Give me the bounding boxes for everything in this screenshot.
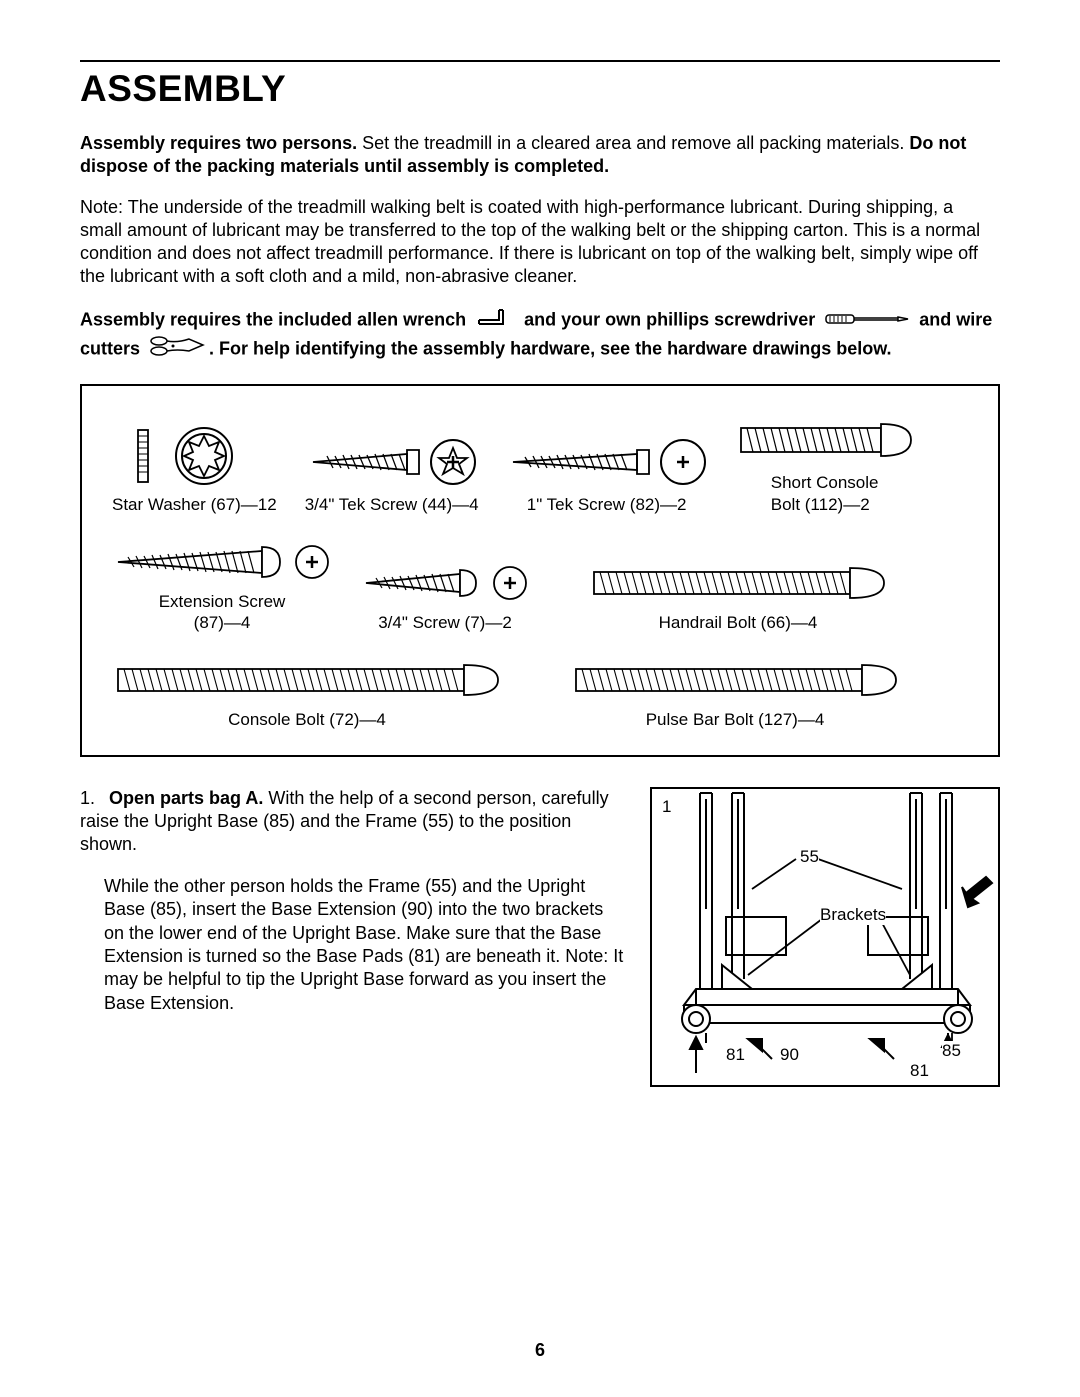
hw-label: Short Console Bolt (112)—2 — [771, 472, 879, 515]
step-1: 1. Open parts bag A. With the help of a … — [80, 787, 1000, 1087]
hardware-row-3: Console Bolt (72)—4 Pulse Bar Bolt (127)… — [112, 657, 968, 730]
fig-label-85: 85 — [942, 1041, 961, 1061]
hw-label: Pulse Bar Bolt (127)—4 — [646, 709, 825, 730]
hw-console-bolt: Console Bolt (72)—4 — [112, 657, 502, 730]
tools-seg2: and your own phillips screwdriver — [524, 309, 815, 329]
hw-label: Star Washer (67)—12 — [112, 494, 277, 515]
tools-paragraph: Assembly requires the included allen wre… — [80, 306, 1000, 364]
page: ASSEMBLY Assembly requires two persons. … — [0, 0, 1080, 1397]
fig-label-81b: 81 — [910, 1061, 929, 1081]
step-number: 1. — [80, 787, 104, 810]
hw-label: 1" Tek Screw (82)—2 — [527, 494, 687, 515]
tek-screw-1-icon — [507, 436, 707, 488]
step-1-text: 1. Open parts bag A. With the help of a … — [80, 787, 628, 1087]
step-1-figure: 1 55 Brackets 85 81 81 90 — [650, 787, 1000, 1087]
fig-label-90: 90 — [780, 1045, 799, 1065]
hw-tek-screw-34: 3/4" Tek Screw (44)—4 — [305, 436, 479, 515]
fig-label-55: 55 — [800, 847, 819, 867]
hw-tek-screw-1: 1" Tek Screw (82)—2 — [507, 436, 707, 515]
hw-pulse-bar-bolt: Pulse Bar Bolt (127)—4 — [570, 657, 900, 730]
hw-handrail-bolt: Handrail Bolt (66)—4 — [588, 560, 888, 633]
hardware-row-2: Extension Screw (87)—4 — [112, 539, 968, 634]
hw-screw-34: 3/4" Screw (7)—2 — [360, 560, 530, 633]
console-bolt-icon — [112, 657, 502, 703]
hw-short-console-bolt: Short Console Bolt (112)—2 — [735, 414, 915, 515]
hw-extension-screw: Extension Screw (87)—4 — [112, 539, 332, 634]
handrail-bolt-icon — [588, 560, 888, 606]
allen-wrench-icon — [475, 306, 515, 335]
hw-label: Extension Screw (87)—4 — [159, 591, 286, 634]
hw-label: 3/4" Screw (7)—2 — [378, 612, 512, 633]
intro-rest: Set the treadmill in a cleared area and … — [357, 133, 909, 153]
hw-label: Console Bolt (72)—4 — [228, 709, 386, 730]
intro-lead: Assembly requires two persons. — [80, 133, 357, 153]
hardware-box: Star Washer (67)—12 — [80, 384, 1000, 756]
screwdriver-icon — [824, 308, 910, 334]
fig-label-81a: 81 — [726, 1045, 745, 1065]
screw-34-icon — [360, 560, 530, 606]
tools-seg1: Assembly requires the included allen wre… — [80, 309, 466, 329]
intro-para-1: Assembly requires two persons. Set the t… — [80, 132, 1000, 178]
top-rule — [80, 60, 1000, 62]
hw-star-washer: Star Washer (67)—12 — [112, 424, 277, 515]
fig-corner-num: 1 — [662, 797, 671, 817]
wire-cutters-icon — [149, 335, 205, 364]
tools-seg4: . For help identifying the assembly hard… — [209, 339, 892, 359]
page-title: ASSEMBLY — [80, 68, 1000, 110]
short-console-bolt-icon — [735, 414, 915, 466]
hardware-row-1: Star Washer (67)—12 — [112, 414, 968, 515]
star-washer-icon — [134, 424, 254, 488]
hw-label: 3/4" Tek Screw (44)—4 — [305, 494, 479, 515]
step-lead: Open parts bag A. — [109, 788, 263, 808]
tek-screw-34-icon — [307, 436, 477, 488]
fig-label-brackets: Brackets — [820, 905, 886, 925]
step-p2: While the other person holds the Frame (… — [80, 875, 628, 1015]
extension-screw-icon — [112, 539, 332, 585]
hw-label: Handrail Bolt (66)—4 — [659, 612, 818, 633]
intro-para-2: Note: The underside of the treadmill wal… — [80, 196, 1000, 288]
pulse-bar-bolt-icon — [570, 657, 900, 703]
page-number: 6 — [0, 1340, 1080, 1361]
